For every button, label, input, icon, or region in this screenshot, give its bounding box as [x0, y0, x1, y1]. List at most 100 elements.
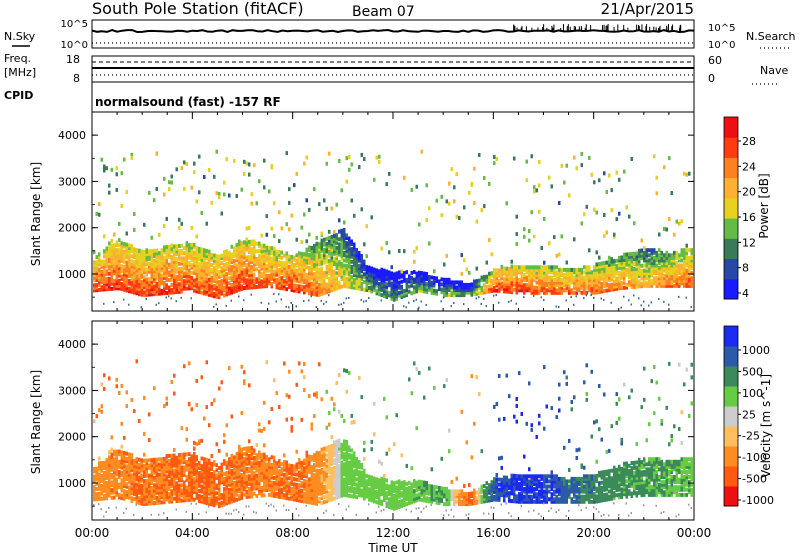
echo-cell — [238, 468, 241, 473]
echo-cell-scatter — [218, 195, 221, 200]
echo-cell — [193, 490, 196, 494]
echo-cell — [430, 288, 433, 293]
echo-cell — [305, 250, 308, 255]
echo-cell — [170, 247, 173, 252]
echo-cell — [573, 275, 576, 280]
echo-cell-scatter — [325, 161, 328, 166]
echo-cell — [213, 273, 216, 278]
echo-cell — [683, 253, 686, 258]
echo-cell — [215, 272, 218, 276]
echo-cell — [510, 264, 513, 269]
echo-cell — [585, 275, 588, 280]
echo-cell — [268, 278, 271, 283]
echo-cell — [485, 279, 488, 284]
echo-cell — [573, 290, 576, 295]
echo-cell — [185, 256, 188, 260]
echo-cell — [255, 476, 258, 481]
echo-cell — [228, 459, 231, 464]
echo-cell — [403, 289, 406, 293]
echo-cell — [268, 480, 271, 485]
echo-cell — [240, 488, 243, 493]
echo-cell — [535, 270, 538, 275]
echo-cell — [673, 266, 676, 270]
echo-cell — [135, 490, 138, 495]
echo-cell — [203, 283, 206, 288]
echo-cell-scatter — [265, 232, 268, 237]
echo-cell — [365, 270, 368, 275]
echo-cell — [143, 259, 146, 264]
echo-cell — [238, 247, 241, 252]
echo-cell — [480, 288, 483, 293]
echo-cell — [130, 279, 133, 284]
echo-cell-scatter — [243, 172, 246, 176]
echo-cell — [223, 265, 226, 270]
echo-cell — [108, 251, 111, 256]
echo-cell-scatter — [115, 172, 118, 177]
echo-cell — [165, 479, 168, 484]
echo-cell — [330, 265, 333, 270]
echo-cell — [420, 283, 423, 288]
echo-cell — [195, 248, 198, 253]
echo-cell — [593, 270, 596, 275]
echo-cell — [300, 287, 303, 292]
echo-cell — [475, 284, 478, 289]
echo-cell — [138, 264, 141, 268]
echo-cell — [203, 487, 206, 492]
echo-cell — [675, 271, 678, 276]
echo-cell-scatter — [588, 155, 591, 160]
echo-cell — [213, 268, 216, 273]
echo-cell — [218, 486, 221, 491]
echo-cell — [523, 267, 526, 272]
echo-cell — [128, 457, 131, 462]
echo-cell-near — [510, 299, 512, 302]
echo-cell — [218, 272, 221, 277]
echo-cell-near — [690, 306, 692, 308]
echo-cell — [290, 265, 293, 270]
echo-cell — [278, 283, 281, 288]
echo-cell — [528, 275, 531, 280]
echo-cell-near — [278, 293, 280, 296]
echo-cell — [135, 273, 138, 278]
echo-cell-scatter — [543, 217, 546, 221]
echo-cell — [630, 257, 633, 262]
echo-cell — [380, 293, 383, 298]
echo-cell-scatter — [148, 412, 151, 417]
echo-cell — [118, 281, 121, 286]
echo-cell — [155, 289, 158, 294]
echo-cell — [235, 273, 238, 278]
echo-cell — [278, 494, 281, 499]
echo-cell — [130, 455, 133, 460]
echo-cell — [150, 279, 153, 284]
echo-cell — [248, 487, 251, 491]
echo-cell — [130, 254, 133, 259]
echo-cell — [105, 481, 108, 485]
echo-cell-scatter — [285, 393, 288, 398]
echo-cell — [508, 282, 511, 287]
echo-cell-scatter — [133, 409, 136, 414]
echo-cell — [193, 459, 196, 464]
echo-cell — [495, 281, 498, 286]
echo-cell — [350, 267, 353, 272]
echo-cell — [115, 454, 118, 459]
echo-cell — [198, 483, 201, 488]
echo-cell — [185, 465, 188, 469]
echo-cell-scatter — [260, 233, 263, 238]
echo-cell — [488, 279, 491, 284]
echo-cell — [658, 281, 661, 286]
echo-cell — [545, 270, 548, 275]
echo-cell — [513, 264, 516, 269]
echo-cell — [93, 479, 96, 484]
echo-cell — [303, 254, 306, 259]
echo-cell — [258, 254, 261, 259]
echo-cell — [353, 257, 356, 262]
echo-cell — [193, 467, 196, 472]
echo-cell — [190, 467, 193, 472]
echo-cell — [523, 290, 526, 295]
echo-cell — [300, 256, 303, 261]
nsky-tick-top: 10^5 — [61, 19, 88, 30]
echo-cell — [115, 452, 118, 456]
echo-cell — [610, 285, 613, 290]
echo-cell — [125, 242, 128, 247]
echo-cell — [333, 287, 336, 292]
echo-cell — [185, 487, 188, 492]
